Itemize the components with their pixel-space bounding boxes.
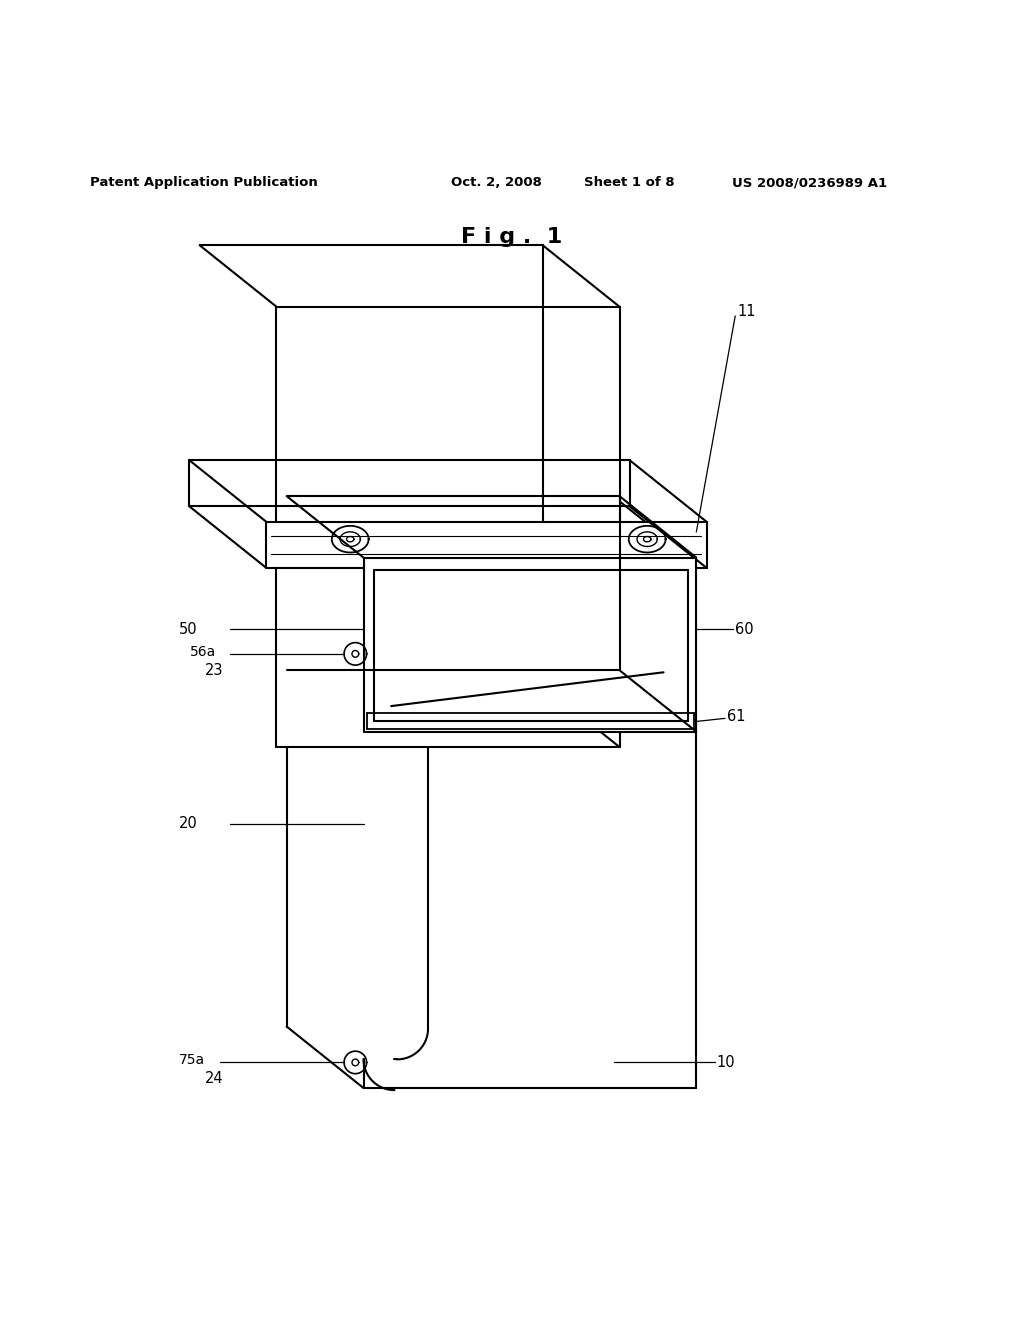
Bar: [276, 306, 620, 747]
Text: 20: 20: [179, 816, 198, 832]
Text: 61: 61: [727, 709, 745, 723]
Text: 24: 24: [205, 1072, 223, 1086]
Text: 11: 11: [737, 305, 756, 319]
Text: Patent Application Publication: Patent Application Publication: [90, 177, 317, 189]
Text: 56a: 56a: [189, 644, 216, 659]
Text: 10: 10: [717, 1055, 735, 1071]
Text: Oct. 2, 2008: Oct. 2, 2008: [451, 177, 542, 189]
Bar: [364, 557, 696, 731]
Bar: [364, 562, 696, 1088]
Bar: [266, 521, 707, 568]
Text: Sheet 1 of 8: Sheet 1 of 8: [584, 177, 675, 189]
Text: US 2008/0236989 A1: US 2008/0236989 A1: [732, 177, 887, 189]
Text: 75a: 75a: [179, 1053, 206, 1068]
Text: 50: 50: [179, 622, 198, 636]
Text: 23: 23: [205, 663, 223, 677]
Text: 60: 60: [735, 622, 754, 636]
Text: F i g .  1: F i g . 1: [462, 227, 562, 247]
